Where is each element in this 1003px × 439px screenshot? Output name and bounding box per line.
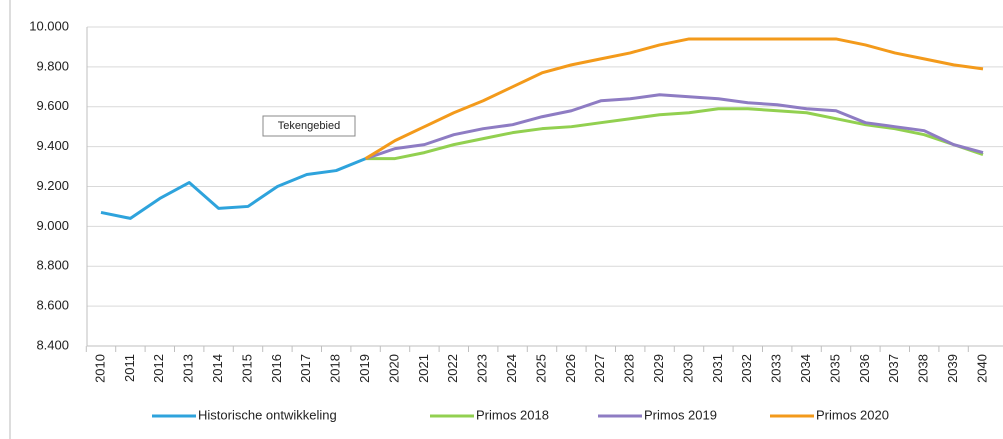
x-tick-label: 2028 [622, 354, 637, 383]
y-tick-label: 9.600 [36, 98, 69, 113]
legend-label: Historische ontwikkeling [198, 407, 337, 422]
x-tick-label: 2034 [798, 354, 813, 383]
x-tick-label: 2037 [886, 354, 901, 383]
x-tick-label: 2039 [945, 354, 960, 383]
x-tick-label: 2027 [592, 354, 607, 383]
y-tick-label: 9.800 [36, 58, 69, 73]
x-tick-label: 2031 [710, 354, 725, 383]
x-tick-label: 2038 [916, 354, 931, 383]
y-tick-label: 8.800 [36, 258, 69, 273]
x-tick-label: 2030 [680, 354, 695, 383]
x-tick-label: 2020 [386, 354, 401, 383]
legend-label: Primos 2019 [644, 407, 717, 422]
y-tick-label: 8.600 [36, 298, 69, 313]
annotation-box [262, 115, 356, 137]
series-line [364, 37, 984, 160]
x-tick-label: 2024 [504, 354, 519, 383]
y-tick-label: 8.400 [36, 337, 69, 352]
x-tick-label: 2015 [239, 354, 254, 383]
x-tick-label: 2021 [416, 354, 431, 383]
x-tick-label: 2013 [181, 354, 196, 383]
legend-label: Primos 2020 [816, 407, 889, 422]
x-tick-label: 2017 [298, 354, 313, 383]
x-tick-label: 2033 [769, 354, 784, 383]
y-tick-label: 9.200 [36, 178, 69, 193]
series-line [365, 93, 984, 161]
x-tick-label: 2018 [328, 354, 343, 383]
x-tick-label: 2019 [357, 354, 372, 383]
series-line [365, 107, 984, 161]
x-tick-label: 2029 [651, 354, 666, 383]
x-tick-label: 2012 [151, 354, 166, 383]
x-tick-label: 2026 [563, 354, 578, 383]
annotation: Tekengebied [278, 120, 340, 132]
y-tick-label: 10.000 [29, 18, 69, 33]
x-tick-label: 2040 [974, 354, 989, 383]
x-tick-label: 2014 [210, 354, 225, 383]
legend-label: Primos 2018 [476, 407, 549, 422]
y-tick-label: 9.000 [36, 218, 69, 233]
x-tick-label: 2035 [827, 354, 842, 383]
x-tick-label: 2011 [122, 354, 137, 382]
x-tick-label: 2016 [269, 354, 284, 383]
x-tick-label: 2022 [445, 354, 460, 383]
x-tick-label: 2023 [475, 354, 490, 383]
y-tick-label: 9.400 [36, 138, 69, 153]
x-tick-label: 2010 [92, 354, 107, 383]
x-tick-label: 2025 [533, 354, 548, 383]
series-line [100, 157, 367, 220]
x-tick-label: 2032 [739, 354, 754, 383]
x-tick-label: 2036 [857, 354, 872, 383]
